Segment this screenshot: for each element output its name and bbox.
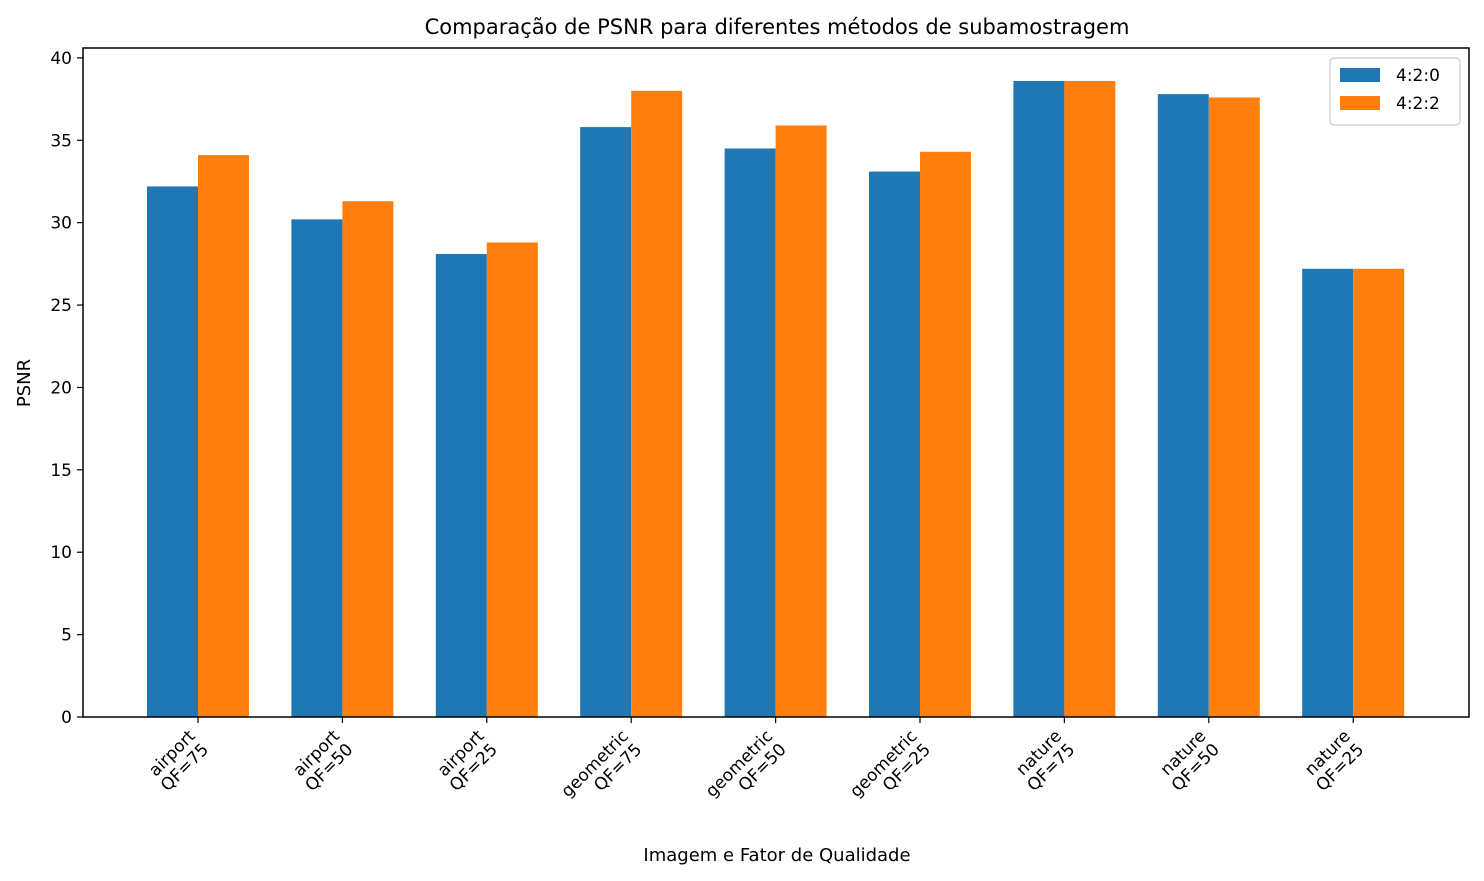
x-tick-label: natureQF=25 <box>1299 726 1368 795</box>
bar-420-airport-qf-25 <box>435 253 487 717</box>
x-axis: airportQF=75 airportQF=50 airportQF=25 geom… <box>144 717 1368 815</box>
y-tick-label: 10 <box>50 543 72 563</box>
bar-420-geometric-qf-25 <box>869 171 920 717</box>
chart-title: Comparação de PSNR para diferentes métod… <box>425 15 1130 39</box>
bar-420-geometric-qf-50 <box>724 148 776 718</box>
x-tick-label: geometricQF=50 <box>702 726 791 815</box>
bar-420-airport-qf-75 <box>147 186 198 717</box>
x-tick-label: airportQF=25 <box>432 726 502 796</box>
bar-422-airport-qf-25 <box>486 242 538 718</box>
x-tick-label: airportQF=50 <box>288 726 358 796</box>
legend-swatch <box>1340 68 1380 82</box>
bar-422-nature-qf-50 <box>1208 97 1260 718</box>
x-tick-label: geometricQF=25 <box>846 726 935 815</box>
legend-entry-label: 4:2:0 <box>1396 66 1440 86</box>
x-tick-label: airportQF=75 <box>144 726 214 796</box>
y-tick-label: 5 <box>61 626 72 646</box>
bar-420-nature-qf-50 <box>1157 94 1209 717</box>
y-tick-label: 25 <box>50 296 72 316</box>
plot-frame <box>82 47 1470 718</box>
y-tick-label: 30 <box>50 214 72 234</box>
bars-group <box>147 80 1405 718</box>
y-tick-label: 40 <box>50 49 72 69</box>
bar-422-geometric-qf-50 <box>775 125 827 718</box>
y-tick-label: 35 <box>50 131 72 151</box>
x-tick-label: geometricQF=75 <box>557 726 646 815</box>
y-axis-label: PSNR <box>14 359 35 407</box>
bar-422-geometric-qf-75 <box>631 90 683 718</box>
y-tick-label: 20 <box>50 378 72 398</box>
bar-422-geometric-qf-25 <box>920 151 971 717</box>
x-axis-label: Imagem e Fator de Qualidade <box>643 845 910 866</box>
legend-entry-label: 4:2:2 <box>1396 94 1440 114</box>
y-tick-label: 0 <box>61 708 72 728</box>
bar-420-geometric-qf-75 <box>580 127 632 717</box>
bar-420-nature-qf-25 <box>1302 268 1354 717</box>
bar-422-airport-qf-75 <box>198 155 249 718</box>
bar-422-nature-qf-25 <box>1353 268 1405 717</box>
y-axis: 0 5 10 15 20 25 30 35 40 <box>50 49 83 728</box>
bar-422-nature-qf-75 <box>1064 80 1116 717</box>
bar-422-airport-qf-50 <box>342 201 394 717</box>
x-tick-label: natureQF=75 <box>1010 726 1079 795</box>
legend-swatch <box>1340 96 1380 110</box>
x-tick-label: natureQF=50 <box>1154 726 1223 795</box>
y-tick-label: 15 <box>50 461 72 481</box>
legend: 4:2:0 4:2:2 <box>1329 57 1461 126</box>
bar-420-nature-qf-75 <box>1013 80 1065 717</box>
bar-420-airport-qf-50 <box>291 219 343 718</box>
